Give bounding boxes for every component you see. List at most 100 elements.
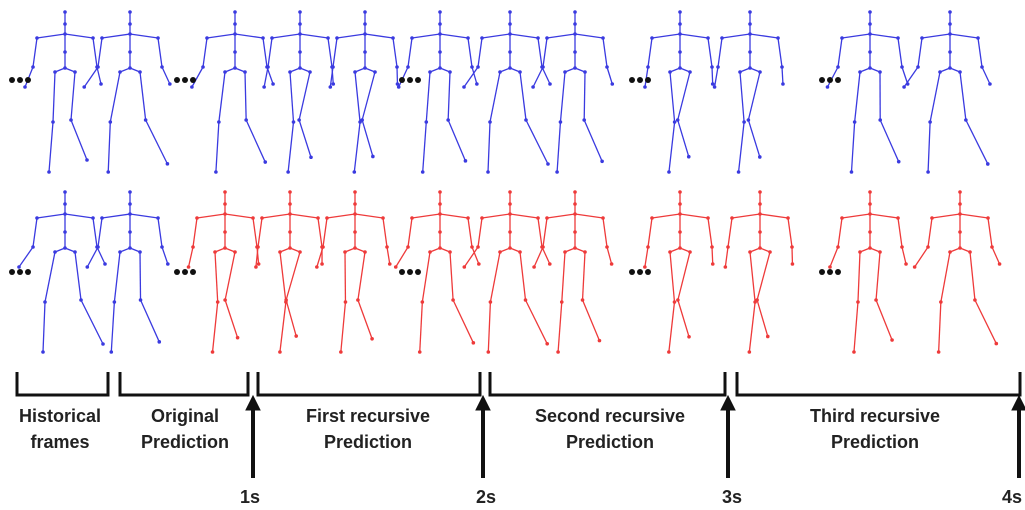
joint [672, 120, 677, 124]
joint [128, 212, 132, 216]
bone [157, 37, 163, 68]
joint [605, 65, 609, 69]
joint [928, 120, 932, 124]
bone [187, 246, 194, 268]
joint [214, 170, 218, 174]
bone [107, 121, 111, 173]
bone [252, 217, 258, 248]
bone [354, 213, 384, 219]
bone [606, 246, 613, 265]
ellipsis-dot [819, 77, 825, 83]
joint [508, 230, 512, 234]
segment-label: frames [30, 432, 89, 452]
joint [758, 202, 762, 206]
joint [370, 336, 374, 341]
joint [73, 250, 77, 254]
joint [53, 70, 57, 74]
joint [486, 170, 490, 174]
joint [986, 216, 990, 220]
skeleton [531, 10, 615, 174]
joint [710, 65, 714, 69]
joint [573, 66, 577, 70]
skeleton [643, 190, 715, 354]
bone [139, 251, 142, 301]
joint [573, 10, 577, 14]
bone [218, 71, 226, 123]
joint [223, 190, 227, 194]
bone [139, 299, 160, 343]
labels: 1s 2s 3s 4s Historical frames Original Predicti… [19, 406, 1022, 507]
bone [332, 37, 338, 68]
bone [467, 217, 473, 248]
joint [352, 170, 357, 174]
joint [948, 66, 952, 70]
joint [723, 265, 728, 269]
joint [108, 120, 113, 124]
bone [298, 71, 311, 121]
bone [439, 213, 469, 219]
bone [977, 37, 983, 68]
joint [128, 10, 132, 14]
joint [748, 66, 752, 70]
bone [262, 37, 268, 68]
joint [747, 350, 752, 354]
joint [678, 246, 682, 250]
joint [712, 85, 717, 89]
joint [667, 170, 671, 174]
joint [958, 230, 962, 234]
joint [353, 230, 357, 234]
bone [364, 33, 394, 39]
joint [168, 82, 172, 86]
joint [849, 170, 854, 174]
joint [215, 300, 220, 304]
bone [532, 66, 544, 88]
joint [939, 300, 943, 304]
skeleton [902, 10, 992, 174]
joint [288, 190, 292, 194]
joint [541, 65, 545, 69]
bracket [488, 372, 727, 397]
joint [223, 246, 227, 250]
joint [315, 265, 319, 269]
joint [363, 10, 367, 14]
joint [243, 70, 247, 74]
joint [676, 298, 680, 302]
joint [109, 350, 114, 354]
joint [716, 65, 720, 69]
joint [353, 70, 357, 74]
bone [245, 119, 266, 163]
joint [353, 246, 357, 250]
bone [92, 37, 98, 68]
joint [262, 85, 266, 89]
joint [438, 190, 442, 194]
joint [825, 85, 830, 89]
bone [161, 246, 169, 265]
joint [291, 120, 296, 124]
joint [63, 230, 67, 234]
joint [106, 170, 111, 174]
joint [997, 262, 1002, 266]
joint [968, 250, 972, 254]
bone [289, 213, 319, 219]
bone [713, 66, 719, 88]
bone [361, 71, 376, 121]
joint [201, 65, 205, 69]
bone [487, 121, 491, 173]
joint [580, 298, 585, 302]
joint [508, 22, 512, 26]
bone [392, 37, 398, 68]
joint [223, 70, 227, 74]
joint [41, 350, 45, 354]
joint [266, 65, 270, 69]
joint [309, 155, 313, 160]
bone [524, 299, 548, 345]
bracket [15, 372, 110, 397]
joint [536, 216, 540, 220]
joint [326, 36, 330, 40]
joint [726, 245, 730, 249]
bone [929, 71, 941, 123]
joint [678, 50, 682, 54]
bone [224, 251, 236, 301]
joint [217, 120, 221, 124]
joint [488, 120, 492, 124]
